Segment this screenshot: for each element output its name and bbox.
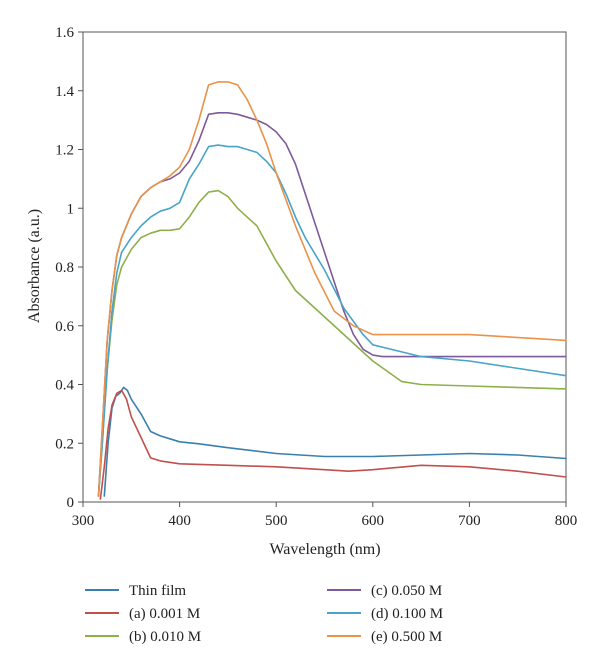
series-line-2 bbox=[99, 389, 567, 500]
plot-area bbox=[82, 31, 567, 503]
series-line-1 bbox=[103, 386, 567, 497]
x-tick-label: 500 bbox=[265, 513, 288, 529]
y-tick-label: 0.4 bbox=[55, 378, 74, 394]
series-line-5 bbox=[97, 144, 567, 497]
legend-label: (b) 0.010 M bbox=[129, 629, 201, 645]
x-tick-label: 800 bbox=[555, 513, 578, 529]
x-tick-label: 400 bbox=[168, 513, 191, 529]
legend-label: (d) 0.100 M bbox=[371, 606, 443, 622]
y-tick-label: 1.2 bbox=[55, 143, 74, 159]
plot-border bbox=[82, 31, 567, 503]
x-tick-label: 600 bbox=[362, 513, 385, 529]
y-tick-label: 0.2 bbox=[55, 436, 74, 452]
legend-label: Thin film bbox=[129, 583, 186, 599]
y-axis-title: Absorbance (a.u.) bbox=[26, 209, 43, 323]
y-axis-ticks: 0 0.2 0.4 0.6 0.8 1 1.2 1.4 1.6 bbox=[55, 25, 83, 511]
y-tick-label: 0 bbox=[67, 495, 75, 511]
y-tick-label: 0.8 bbox=[55, 260, 74, 276]
x-tick-label: 700 bbox=[458, 513, 481, 529]
series-layer bbox=[97, 81, 567, 500]
series-line-6 bbox=[97, 81, 567, 497]
legend-label: (a) 0.001 M bbox=[129, 606, 200, 622]
y-tick-label: 1.6 bbox=[55, 25, 74, 41]
x-axis-title: Wavelength (nm) bbox=[269, 541, 380, 558]
legend-label: (e) 0.500 M bbox=[371, 629, 442, 645]
x-axis-ticks: 300 400 500 600 700 800 bbox=[72, 502, 578, 529]
legend: Thin film (a) 0.001 M (b) 0.010 M (c) 0.050… bbox=[85, 583, 443, 645]
series-line-3 bbox=[97, 189, 567, 497]
x-tick-label: 300 bbox=[72, 513, 95, 529]
y-tick-label: 0.6 bbox=[55, 319, 74, 335]
y-tick-label: 1.4 bbox=[55, 84, 74, 100]
y-tick-label: 1 bbox=[67, 201, 75, 217]
legend-label: (c) 0.050 M bbox=[371, 583, 442, 599]
